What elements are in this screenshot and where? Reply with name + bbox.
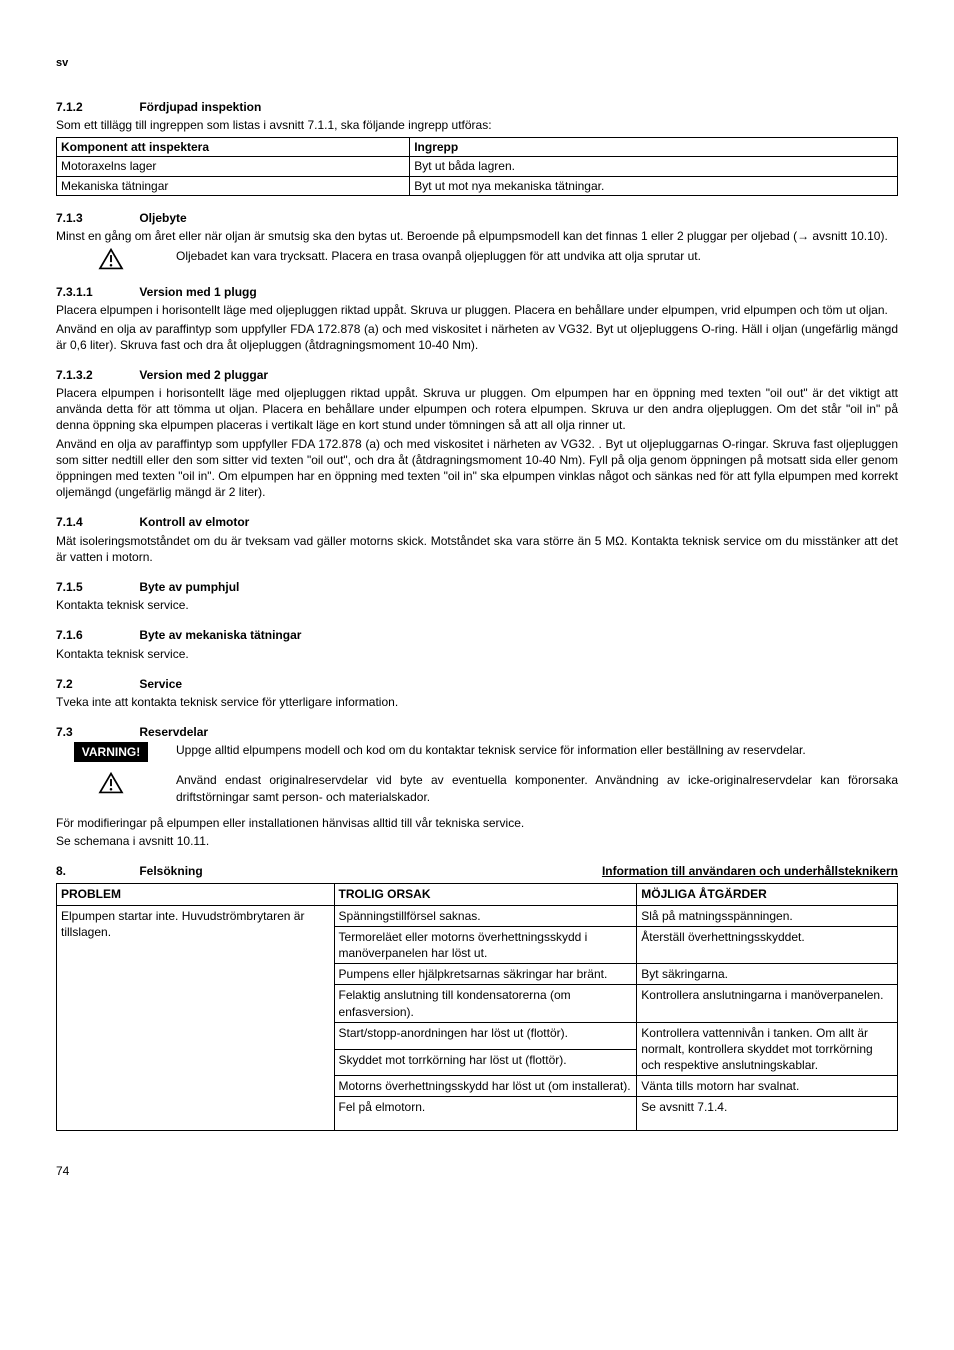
heading-title: Byte av pumphjul [139, 580, 239, 594]
heading-7-1-5: 7.1.5 Byte av pumphjul [56, 579, 898, 595]
table-cell: Fel på elmotorn. [334, 1097, 637, 1130]
warning-badge: VARNING! [74, 742, 148, 762]
para: Använd en olja av paraffintyp som uppfyl… [56, 321, 898, 353]
warning-icon-col [56, 772, 166, 794]
para: Se schemana i avsnitt 10.11. [56, 833, 898, 849]
table-cell: Återställ överhettningsskyddet. [637, 926, 898, 963]
heading-7-1-3: 7.1.3 Oljebyte [56, 210, 898, 226]
table-row: Motoraxelns lager Byt ut båda lagren. [57, 157, 898, 176]
table-cell: Kontrollera vattennivån i tanken. Om all… [637, 1022, 898, 1076]
heading-8: 8. Felsökning Information till användare… [56, 863, 898, 879]
table-header: PROBLEM [57, 884, 335, 905]
para: Som ett tillägg till ingreppen som lista… [56, 117, 898, 133]
table-cell: Byt säkringarna. [637, 964, 898, 985]
warning-row: Oljebadet kan vara trycksatt. Placera en… [56, 248, 898, 270]
heading-title: Felsökning [139, 864, 202, 878]
heading-title: Kontroll av elmotor [139, 515, 249, 529]
table-row: Mekaniska tätningar Byt ut mot nya mekan… [57, 176, 898, 195]
para: Kontakta teknisk service. [56, 597, 898, 613]
heading-7-1-4: 7.1.4 Kontroll av elmotor [56, 514, 898, 530]
heading-title: Fördjupad inspektion [139, 100, 261, 114]
heading-num: 7.1.2 [56, 99, 136, 115]
warning-triangle-icon [98, 248, 124, 270]
heading-7-1-6: 7.1.6 Byte av mekaniska tätningar [56, 627, 898, 643]
table-cell: Mekaniska tätningar [57, 176, 410, 195]
heading-subtitle: Information till användaren och underhål… [602, 863, 898, 879]
table-cell: Byt ut båda lagren. [410, 157, 898, 176]
heading-title: Service [139, 677, 182, 691]
table-cell: Elpumpen startar inte. Huvudströmbrytare… [57, 905, 335, 1130]
warning-text: Använd endast originalreservdelar vid by… [176, 772, 898, 804]
inspection-table: Komponent att inspektera Ingrepp Motorax… [56, 137, 898, 196]
warning-row: VARNING! Uppge alltid elpumpens modell o… [56, 742, 898, 762]
para: Mät isoleringsmotståndet om du är tveksa… [56, 533, 898, 565]
table-cell: Termoreläet eller motorns överhettningss… [334, 926, 637, 963]
para: Placera elpumpen i horisontellt läge med… [56, 302, 898, 318]
para: För modifieringar på elpumpen eller inst… [56, 815, 898, 831]
para: Placera elpumpen i horisontellt läge med… [56, 385, 898, 434]
table-header: Ingrepp [410, 138, 898, 157]
table-row: PROBLEM TROLIG ORSAK MÖJLIGA ÅTGÄRDER [57, 884, 898, 905]
table-cell: Se avsnitt 7.1.4. [637, 1097, 898, 1130]
warning-badge-col: VARNING! [56, 742, 166, 762]
table-cell: Felaktig anslutning till kondensatorerna… [334, 985, 637, 1022]
page-number: 74 [56, 1163, 898, 1179]
para: Minst en gång om året eller när oljan är… [56, 228, 898, 244]
table-cell: Start/stopp-anordningen har löst ut (flo… [334, 1022, 637, 1049]
heading-num: 7.1.3 [56, 210, 136, 226]
warning-text: Oljebadet kan vara trycksatt. Placera en… [176, 248, 898, 264]
table-cell: Motoraxelns lager [57, 157, 410, 176]
table-cell: Byt ut mot nya mekaniska tätningar. [410, 176, 898, 195]
troubleshooting-table: PROBLEM TROLIG ORSAK MÖJLIGA ÅTGÄRDER El… [56, 883, 898, 1130]
para: Använd en olja av paraffintyp som uppfyl… [56, 436, 898, 501]
heading-title: Reservdelar [139, 725, 208, 739]
heading-title: Version med 2 pluggar [139, 368, 268, 382]
table-row: Elpumpen startar inte. Huvudströmbrytare… [57, 905, 898, 926]
table-row: Komponent att inspektera Ingrepp [57, 138, 898, 157]
heading-title: Byte av mekaniska tätningar [139, 628, 301, 642]
heading-num: 7.3.1.1 [56, 284, 136, 300]
table-cell: Slå på matningsspänningen. [637, 905, 898, 926]
heading-7-2: 7.2 Service [56, 676, 898, 692]
heading-7-3: 7.3 Reservdelar [56, 724, 898, 740]
heading-num: 7.1.6 [56, 627, 136, 643]
heading-7-1-3-2: 7.1.3.2 Version med 2 pluggar [56, 367, 898, 383]
table-header: MÖJLIGA ÅTGÄRDER [637, 884, 898, 905]
table-cell: Spänningstillförsel saknas. [334, 905, 637, 926]
table-header: TROLIG ORSAK [334, 884, 637, 905]
heading-num: 7.1.3.2 [56, 367, 136, 383]
para: Tveka inte att kontakta teknisk service … [56, 694, 898, 710]
table-cell: Vänta tills motorn har svalnat. [637, 1076, 898, 1097]
heading-title: Version med 1 plugg [139, 285, 256, 299]
language-marker: sv [56, 56, 898, 71]
heading-num: 7.1.4 [56, 514, 136, 530]
warning-icon-col [56, 248, 166, 270]
table-cell: Skyddet mot torrkörning har löst ut (flo… [334, 1049, 637, 1076]
warning-triangle-icon [98, 772, 124, 794]
heading-7-1-2: 7.1.2 Fördjupad inspektion [56, 99, 898, 115]
heading-num: 7.2 [56, 676, 136, 692]
table-cell: Motorns överhettningsskydd har löst ut (… [334, 1076, 637, 1097]
table-header: Komponent att inspektera [57, 138, 410, 157]
para: Kontakta teknisk service. [56, 646, 898, 662]
table-cell: Pumpens eller hjälpkretsarnas säkringar … [334, 964, 637, 985]
heading-title: Oljebyte [139, 211, 186, 225]
table-cell: Kontrollera anslutningarna i manöverpane… [637, 985, 898, 1022]
heading-num: 7.3 [56, 724, 136, 740]
warning-text: Uppge alltid elpumpens modell och kod om… [176, 742, 898, 758]
warning-row: Använd endast originalreservdelar vid by… [56, 772, 898, 804]
heading-num: 7.1.5 [56, 579, 136, 595]
heading-7-3-1-1: 7.3.1.1 Version med 1 plugg [56, 284, 898, 300]
heading-num: 8. [56, 863, 136, 879]
